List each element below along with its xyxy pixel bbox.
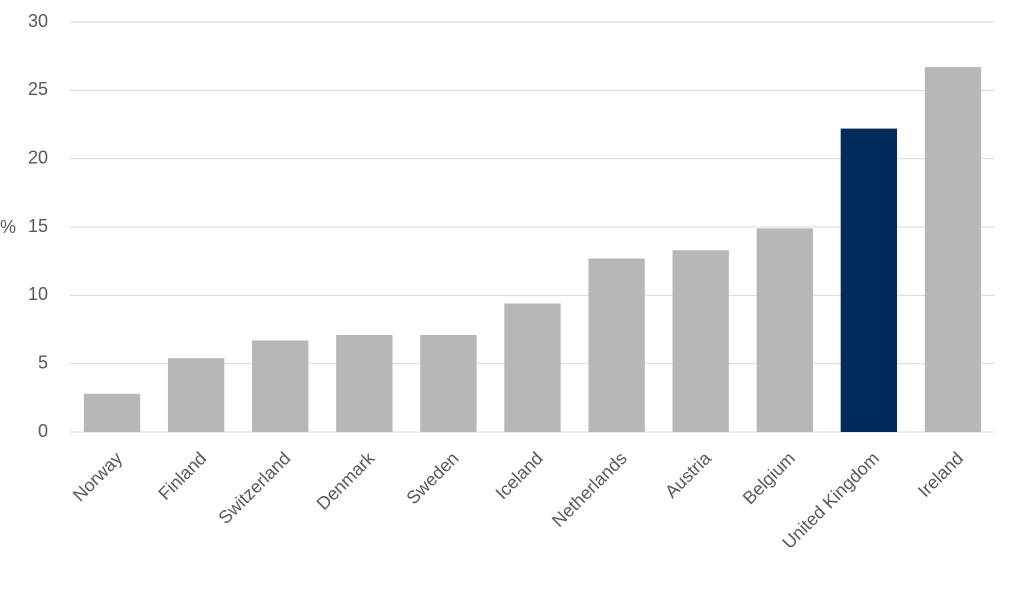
x-tick-label: Netherlands — [548, 448, 631, 531]
bar — [588, 258, 645, 432]
y-tick-label: 30 — [28, 11, 48, 31]
bar — [756, 228, 813, 432]
x-tick-label: Belgium — [739, 448, 799, 508]
bar — [336, 334, 393, 432]
x-tick-label: Ireland — [914, 448, 967, 501]
x-tick-label: Iceland — [491, 448, 546, 503]
x-tick-label: Switzerland — [214, 448, 294, 528]
bar — [420, 334, 477, 432]
y-tick-label: 25 — [28, 79, 48, 99]
x-tick-label: Norway — [69, 448, 126, 505]
bar — [924, 67, 982, 432]
x-tick-label: Finland — [154, 448, 210, 504]
y-tick-label: 5 — [38, 352, 48, 372]
bar — [672, 250, 729, 432]
x-tick-label: Sweden — [402, 448, 462, 508]
y-axis-label: % — [0, 217, 16, 237]
x-tick-label: Austria — [661, 447, 715, 501]
y-tick-label: 0 — [38, 421, 48, 441]
bar — [167, 358, 225, 432]
y-tick-label: 15 — [28, 216, 48, 236]
y-tick-label: 20 — [28, 147, 48, 167]
y-tick-label: 10 — [28, 284, 48, 304]
bar — [252, 340, 309, 432]
bar — [83, 393, 141, 432]
bar — [504, 303, 561, 432]
x-tick-label: Denmark — [313, 447, 379, 513]
bar — [840, 128, 898, 432]
